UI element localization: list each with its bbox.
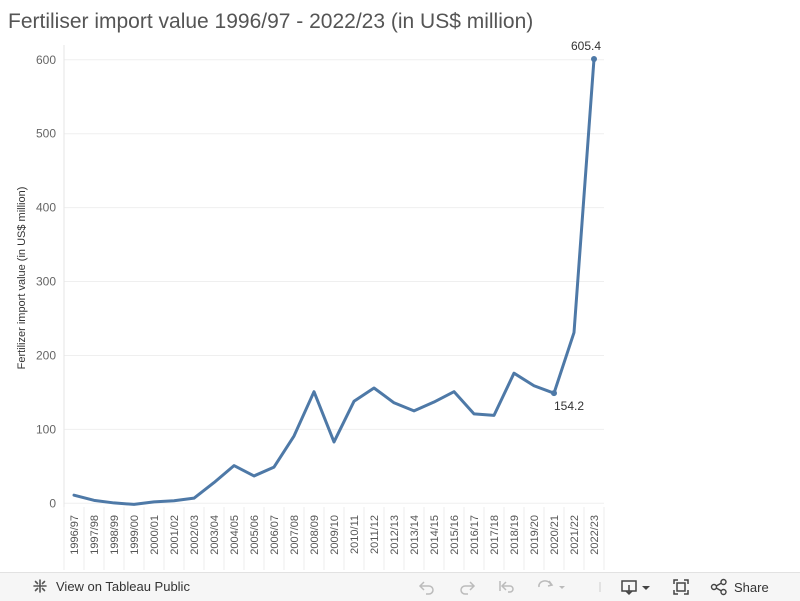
- data-label: 154.2: [554, 399, 584, 413]
- refresh-icon: [538, 580, 565, 589]
- redo-icon: [460, 581, 476, 595]
- share-icon: [710, 578, 727, 596]
- series-layer: [72, 56, 597, 506]
- x-tick-label: 2018/19: [509, 515, 521, 555]
- chart-title: Fertiliser import value 1996/97 - 2022/2…: [8, 10, 534, 33]
- y-tick-label: 400: [36, 201, 56, 215]
- tableau-icon: [33, 579, 47, 593]
- gridlines: [63, 59, 605, 570]
- view-on-tableau-label: View on Tableau Public: [56, 578, 190, 594]
- y-tick-label: 600: [36, 53, 56, 67]
- tableau-toolbar: View on Tableau Public: [0, 572, 800, 601]
- x-tick-label: 2002/03: [189, 515, 201, 555]
- x-tick-label: 2019/20: [529, 515, 541, 555]
- x-tick-label: 2020/21: [549, 515, 561, 555]
- x-tick-label: 2000/01: [149, 515, 161, 555]
- x-tick-label: 2003/04: [209, 515, 221, 555]
- x-tick-label: 2016/17: [469, 515, 481, 555]
- x-tick-label: 2004/05: [229, 515, 241, 555]
- x-tick-label: 2012/13: [389, 515, 401, 555]
- y-tick-label: 0: [49, 496, 56, 510]
- share-button[interactable]: Share: [710, 578, 769, 596]
- x-tick-label: 2009/10: [329, 515, 341, 555]
- redo-button[interactable]: [458, 578, 476, 596]
- x-tick-label: 1998/99: [109, 515, 121, 555]
- x-tick-label: 2010/11: [349, 515, 361, 554]
- x-tick-label: 2005/06: [249, 515, 261, 555]
- data-label: 605.4: [571, 39, 601, 53]
- x-tick-label: 1999/00: [129, 515, 141, 555]
- series-line: [72, 57, 596, 506]
- x-tick-label: 2001/02: [169, 515, 181, 555]
- undo-icon: [418, 581, 434, 595]
- x-tick-label: 2021/22: [569, 515, 581, 555]
- y-axis-label: Fertilizer import value (in US$ million): [16, 187, 28, 370]
- revert-icon: [499, 581, 514, 593]
- y-tick-label: 100: [36, 422, 56, 436]
- line-chart: 0 100 200 300 400 500 600 Fertilizer import val…: [16, 39, 605, 570]
- download-icon: [621, 580, 650, 596]
- x-tick-label: 2014/15: [429, 515, 441, 555]
- x-tick-label: 2008/09: [309, 515, 321, 555]
- x-tick-label: 2013/14: [409, 515, 421, 555]
- fullscreen-button[interactable]: [672, 578, 690, 596]
- pause-button[interactable]: [594, 578, 606, 596]
- axes: 0 100 200 300 400 500 600 Fertilizer import val…: [16, 45, 601, 555]
- x-tick-label: 1997/98: [89, 515, 101, 555]
- data-point: [551, 390, 557, 397]
- x-tick-label: 1996/97: [69, 515, 81, 555]
- y-tick-label: 500: [36, 127, 56, 141]
- fullscreen-icon: [673, 579, 689, 595]
- refresh-button[interactable]: [536, 578, 566, 596]
- x-tick-label: 2017/18: [489, 515, 501, 555]
- labels-layer: 154.2 605.4: [554, 39, 601, 413]
- share-label: Share: [734, 579, 769, 595]
- revert-button[interactable]: [498, 578, 516, 596]
- x-tick-label: 2015/16: [449, 515, 461, 555]
- x-tick-label: 2007/08: [289, 515, 301, 555]
- data-point: [591, 56, 597, 63]
- x-tick-label: 2011/12: [369, 515, 381, 554]
- undo-button[interactable]: [418, 578, 436, 596]
- pause-icon: [599, 582, 601, 592]
- download-button[interactable]: [620, 578, 652, 596]
- y-tick-label: 200: [36, 348, 56, 362]
- x-tick-label: 2006/07: [269, 515, 281, 555]
- view-on-tableau-link[interactable]: View on Tableau Public: [32, 578, 190, 594]
- x-tick-label: 2022/23: [589, 515, 601, 555]
- y-tick-label: 300: [36, 275, 56, 289]
